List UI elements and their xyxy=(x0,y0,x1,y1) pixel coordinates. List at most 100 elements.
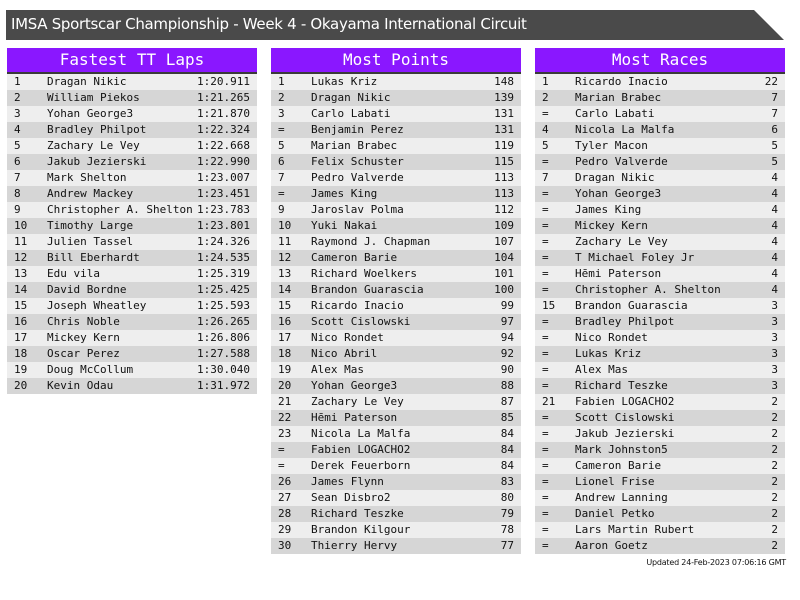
value: 3 xyxy=(771,363,778,376)
value: 1:25.425 xyxy=(197,283,250,296)
driver-name: Doug McCollum xyxy=(47,363,134,376)
driver-name: William Piekos xyxy=(47,91,140,104)
table-row: 14 David Bordne 1:25.425 xyxy=(7,282,257,298)
table-row: = James King 4 xyxy=(535,202,785,218)
value: 112 xyxy=(494,203,514,216)
rank: 17 xyxy=(278,331,292,344)
driver-name: Hēmi Paterson xyxy=(311,411,398,424)
table-row: = Daniel Petko 2 xyxy=(535,506,785,522)
fastest-tt-laps-panel: Fastest TT Laps 1 Dragan Nikic 1:20.911 2 Wil… xyxy=(7,48,257,394)
value: 5 xyxy=(771,155,778,168)
table-row: = Christopher A. Shelton 4 xyxy=(535,282,785,298)
driver-name: Zachary Le Vey xyxy=(575,235,668,248)
driver-name: Brandon Guarascia xyxy=(575,299,688,312)
value: 4 xyxy=(771,251,778,264)
rank: 11 xyxy=(14,235,28,248)
value: 1:26.806 xyxy=(197,331,250,344)
value: 113 xyxy=(494,187,514,200)
value: 4 xyxy=(771,267,778,280)
rank: 18 xyxy=(278,347,292,360)
driver-name: Benjamin Perez xyxy=(311,123,404,136)
value: 104 xyxy=(494,251,514,264)
value: 83 xyxy=(500,475,514,488)
table-row: 21 Fabien LOGACHO2 2 xyxy=(535,394,785,410)
rank: 2 xyxy=(14,91,21,104)
driver-name: Joseph Wheatley xyxy=(47,299,147,312)
rank: 4 xyxy=(14,123,21,136)
rank: 20 xyxy=(278,379,292,392)
rank: 2 xyxy=(542,91,549,104)
table-row: 4 Bradley Philpot 1:22.324 xyxy=(7,122,257,138)
rank: = xyxy=(542,203,549,216)
table-row: 22 Hēmi Paterson 85 xyxy=(271,410,521,426)
rank: = xyxy=(542,283,549,296)
table-row: 6 Felix Schuster 115 xyxy=(271,154,521,170)
driver-name: Bradley Philpot xyxy=(575,315,675,328)
rank: = xyxy=(542,523,549,536)
table-row: = Yohan George3 4 xyxy=(535,186,785,202)
value: 113 xyxy=(494,171,514,184)
rank: 10 xyxy=(14,219,28,232)
table-row: = T Michael Foley Jr 4 xyxy=(535,250,785,266)
rank: 20 xyxy=(14,379,28,392)
value: 2 xyxy=(771,459,778,472)
rank: 7 xyxy=(14,171,21,184)
driver-name: Carlo Labati xyxy=(575,107,655,120)
driver-name: Pedro Valverde xyxy=(575,155,668,168)
table-row: 13 Edu vila 1:25.319 xyxy=(7,266,257,282)
driver-name: Timothy Large xyxy=(47,219,134,232)
value: 1:31.972 xyxy=(197,379,250,392)
table-row: 16 Chris Noble 1:26.265 xyxy=(7,314,257,330)
value: 1:21.870 xyxy=(197,107,250,120)
value: 7 xyxy=(771,107,778,120)
driver-name: Pedro Valverde xyxy=(311,171,404,184)
rank: = xyxy=(278,459,285,472)
rank: = xyxy=(542,251,549,264)
value: 84 xyxy=(500,459,514,472)
driver-name: Oscar Perez xyxy=(47,347,120,360)
driver-name: Zachary Le Vey xyxy=(47,139,140,152)
driver-name: Chris Noble xyxy=(47,315,120,328)
table-row: = Andrew Lanning 2 xyxy=(535,490,785,506)
value: 2 xyxy=(771,395,778,408)
value: 97 xyxy=(500,315,514,328)
rank: 6 xyxy=(278,155,285,168)
value: 131 xyxy=(494,107,514,120)
rank: = xyxy=(542,475,549,488)
rank: 15 xyxy=(278,299,292,312)
table-row: = James King 113 xyxy=(271,186,521,202)
value: 87 xyxy=(500,395,514,408)
table-row: = Mickey Kern 4 xyxy=(535,218,785,234)
value: 1:30.040 xyxy=(197,363,250,376)
table-row: 9 Christopher A. Shelton 1:23.783 xyxy=(7,202,257,218)
table-row: = Derek Feuerborn 84 xyxy=(271,458,521,474)
rank: 29 xyxy=(278,523,292,536)
rank: = xyxy=(278,443,285,456)
table-row: 7 Pedro Valverde 113 xyxy=(271,170,521,186)
driver-name: Fabien LOGACHO2 xyxy=(575,395,675,408)
rank: 16 xyxy=(278,315,292,328)
value: 1:23.451 xyxy=(197,187,250,200)
table-row: = Lukas Kriz 3 xyxy=(535,346,785,362)
rank: 30 xyxy=(278,539,292,552)
rank: 15 xyxy=(14,299,28,312)
value: 2 xyxy=(771,443,778,456)
driver-name: Scott Cislowski xyxy=(311,315,411,328)
value: 3 xyxy=(771,315,778,328)
most-points-header: Most Points xyxy=(271,48,521,74)
driver-name: Christopher A. Shelton xyxy=(575,283,721,296)
table-row: = Nico Rondet 3 xyxy=(535,330,785,346)
rank: 13 xyxy=(278,267,292,280)
rank: 27 xyxy=(278,491,292,504)
value: 84 xyxy=(500,443,514,456)
rank: 16 xyxy=(14,315,28,328)
value: 4 xyxy=(771,171,778,184)
value: 107 xyxy=(494,235,514,248)
rank: 21 xyxy=(542,395,556,408)
driver-name: David Bordne xyxy=(47,283,127,296)
rank: 9 xyxy=(14,203,21,216)
table-row: 29 Brandon Kilgour 78 xyxy=(271,522,521,538)
value: 1:23.801 xyxy=(197,219,250,232)
value: 6 xyxy=(771,123,778,136)
value: 7 xyxy=(771,91,778,104)
